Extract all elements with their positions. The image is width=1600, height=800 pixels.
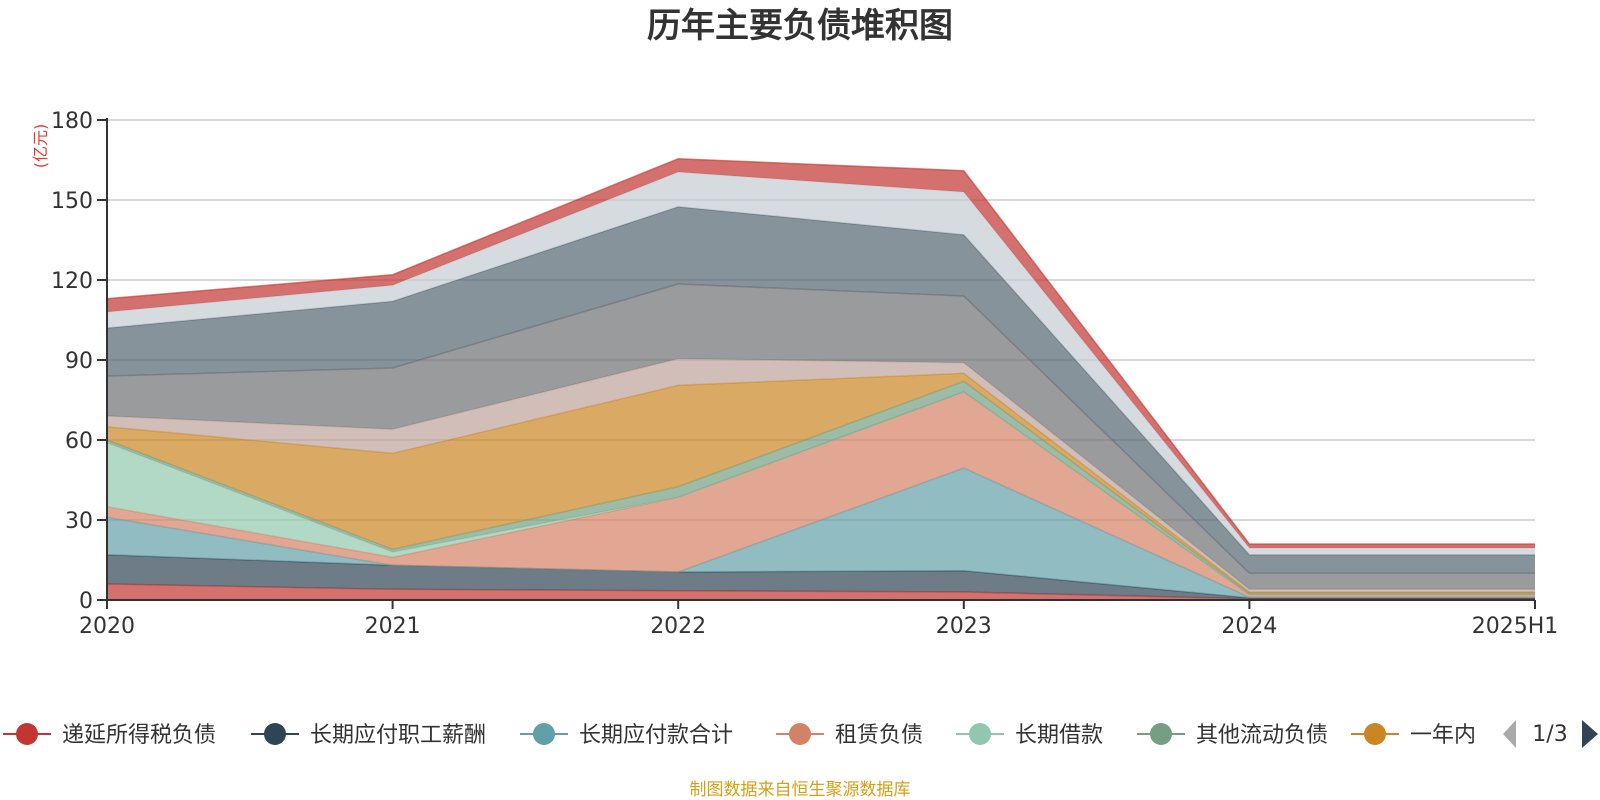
legend-next-page-icon[interactable]	[1582, 720, 1598, 748]
legend-item[interactable]: 其他流动负债	[1137, 723, 1328, 748]
legend-circle-marker	[789, 723, 811, 745]
stacked-areas	[106, 157, 1535, 600]
legend-circle-marker	[533, 723, 555, 745]
y-tick-label: 180	[51, 109, 93, 134]
legend-circle-marker	[264, 723, 286, 745]
legend-label: 递延所得税负债	[62, 723, 216, 748]
legend-circle-marker	[16, 723, 38, 745]
legend-item[interactable]: 长期借款	[956, 723, 1103, 748]
y-tick-label: 0	[79, 589, 93, 614]
x-tick-label: 2025H1	[1472, 614, 1559, 639]
legend-page-indicator: 1/3	[1532, 722, 1567, 747]
area-series-10	[107, 206, 1535, 574]
legend-item[interactable]: 递延所得税负债	[3, 723, 216, 748]
area-series-2	[107, 554, 1535, 599]
x-tick-label: 2023	[936, 614, 992, 639]
legend-item[interactable]: 租赁负债	[776, 723, 923, 748]
legend-item[interactable]: 长期应付职工薪酬	[251, 723, 486, 748]
y-tick-label: 150	[51, 189, 93, 214]
x-tick-label: 2024	[1221, 614, 1277, 639]
area-series-9	[107, 284, 1535, 590]
legend-label: 一年内	[1410, 723, 1476, 748]
legend-label: 租赁负债	[835, 723, 923, 748]
y-tick-label: 90	[65, 349, 93, 374]
x-axis-ticks: 2020 2021 2022 2023 2024 2025H1	[79, 600, 1558, 639]
legend-label: 其他流动负债	[1196, 723, 1328, 748]
area-edge-12	[106, 157, 1535, 545]
area-series-8	[107, 358, 1535, 592]
area-series-6	[107, 381, 1535, 595]
legend-label: 长期借款	[1015, 723, 1103, 748]
area-series-4	[107, 392, 1535, 598]
y-tick-label: 60	[65, 429, 93, 454]
legend-circle-marker	[1150, 723, 1172, 745]
y-axis-unit-label: (亿元)	[31, 124, 50, 169]
x-tick-label: 2020	[79, 614, 135, 639]
x-tick-label: 2021	[365, 614, 421, 639]
x-tick-label: 2022	[650, 614, 706, 639]
y-tick-label: 120	[51, 269, 93, 294]
legend-prev-page-icon[interactable]	[1503, 720, 1516, 748]
legend-pager: 1/3	[1503, 720, 1598, 748]
chart-title: 历年主要负债堆积图	[647, 6, 953, 46]
legend-item[interactable]: 一年内	[1351, 723, 1476, 748]
legend-label: 长期应付款合计	[579, 723, 733, 748]
legend-circle-marker	[969, 723, 991, 745]
y-axis-ticks: 0 30 60 90 120 150 180	[51, 109, 107, 614]
y-tick-label: 30	[65, 509, 93, 534]
legend-circle-marker	[1364, 723, 1386, 745]
area-series-7	[107, 373, 1535, 594]
source-note: 制图数据来自恒生聚源数据库	[690, 780, 911, 800]
legend: 递延所得税负债 长期应付职工薪酬 长期应付款合计 租赁负债 长期借款 其他流动负债 一年内	[3, 723, 1476, 748]
legend-item[interactable]: 长期应付款合计	[520, 723, 733, 748]
legend-label: 长期应付职工薪酬	[310, 723, 486, 748]
